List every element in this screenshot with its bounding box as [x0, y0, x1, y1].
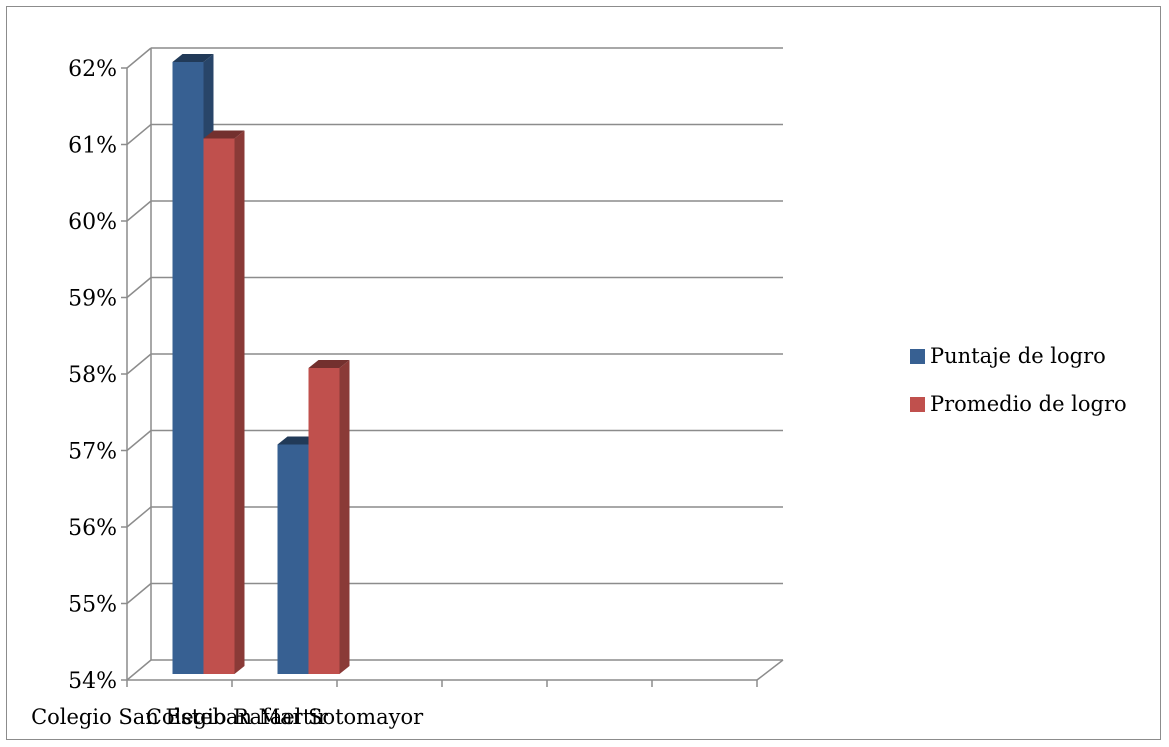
bar [308, 360, 350, 674]
gridlines [126, 47, 783, 681]
y-tick-label: 54% [68, 669, 117, 694]
gridline-depth [126, 276, 152, 299]
bar-top [203, 130, 245, 139]
bar-top [277, 436, 319, 445]
floor-edge [756, 659, 784, 681]
gridline-depth [126, 200, 152, 222]
x-category-label: Colegio San Esteban Martir [31, 705, 329, 729]
y-tick-label: 57% [68, 440, 117, 465]
gridline-depth [126, 582, 152, 605]
y-tick-label: 62% [68, 57, 117, 82]
bar-side [339, 360, 350, 674]
legend-label: Puntaje de logro [930, 344, 1106, 368]
legend-label: Promedio de logro [930, 392, 1127, 416]
bar-side [234, 130, 245, 674]
gridline-depth [126, 506, 152, 528]
axis-labels: 54% 55% 56% 57% 58% 59% 60% 61% 62% Colegio San E… [31, 57, 424, 729]
bar-front [277, 444, 309, 674]
y-tick-label: 59% [68, 287, 117, 312]
gridline-depth [126, 47, 152, 69]
y-tick-label: 60% [68, 210, 117, 235]
bar [203, 130, 245, 674]
gridline-depth [126, 429, 152, 452]
y-tick-label: 56% [68, 516, 117, 541]
legend: Puntaje de logro Promedio de logro [910, 344, 1127, 416]
bar-top [308, 360, 350, 368]
bars [172, 54, 350, 674]
y-tick-label: 55% [68, 593, 117, 618]
legend-swatch [910, 397, 925, 412]
bar-front [172, 62, 204, 674]
axes [121, 67, 784, 687]
y-tick-label: 61% [68, 134, 117, 159]
legend-swatch [910, 349, 925, 364]
gridline-depth [126, 353, 152, 375]
gridline-depth [126, 659, 152, 681]
y-tick-label: 58% [68, 363, 117, 388]
bar-front [203, 138, 235, 674]
bar-top [172, 54, 214, 62]
x-category-label: Colegio Rafael Sotomayor [146, 705, 424, 729]
bar-front [308, 368, 340, 674]
gridline-depth [126, 123, 152, 146]
